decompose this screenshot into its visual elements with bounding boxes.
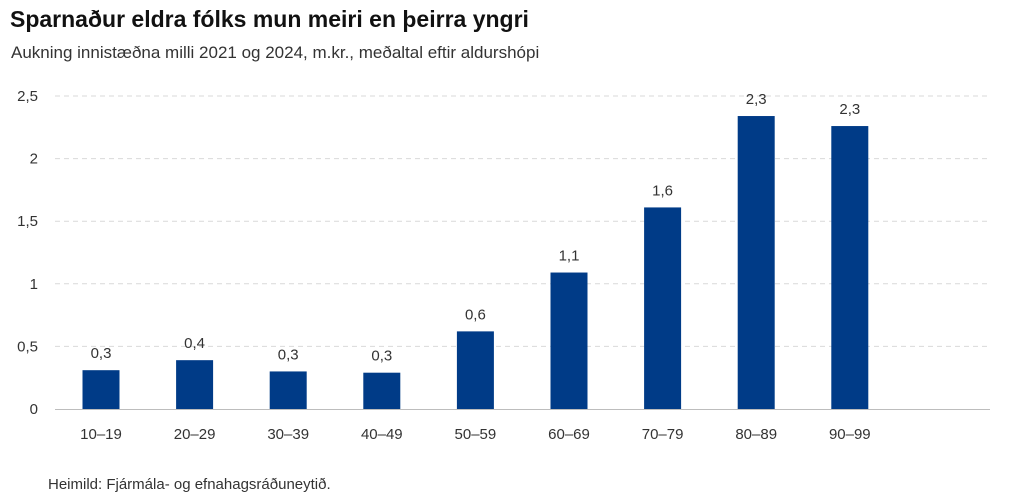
data-label: 0,3 — [91, 345, 112, 362]
x-tick-label: 30–39 — [267, 426, 309, 443]
bar — [269, 371, 307, 409]
chart-subtitle: Aukning innistæðna milli 2021 og 2024, m… — [11, 43, 540, 62]
chart-title: Sparnaður eldra fólks mun meiri en þeirr… — [10, 6, 529, 32]
data-label: 2,3 — [746, 91, 767, 108]
data-label: 0,6 — [465, 306, 486, 323]
x-tick-label: 10–19 — [80, 426, 122, 443]
data-label: 0,4 — [184, 335, 205, 352]
bar — [737, 116, 775, 410]
source-note: Heimild: Fjármála- og efnahagsráðuneytið… — [48, 476, 331, 493]
y-tick-label: 0,5 — [17, 338, 38, 355]
y-tick-label: 1 — [30, 276, 38, 293]
data-label: 1,6 — [652, 182, 673, 199]
bar — [550, 272, 588, 409]
bar — [644, 207, 682, 409]
bar — [831, 126, 869, 409]
bar — [363, 372, 401, 409]
y-tick-label: 2 — [30, 151, 38, 168]
x-tick-label: 70–79 — [642, 426, 684, 443]
x-axis-ticks: 10–19 20–29 30–39 40–49 50–59 60–69 70–79 80–89… — [80, 426, 871, 443]
gridlines — [55, 95, 990, 347]
data-label: 1,1 — [559, 248, 580, 265]
y-tick-label: 1,5 — [17, 213, 38, 230]
y-tick-label: 2,5 — [17, 88, 38, 105]
bar — [456, 331, 494, 409]
bar — [82, 370, 120, 409]
x-tick-label: 50–59 — [455, 426, 497, 443]
data-label: 2,3 — [839, 101, 860, 118]
y-tick-label: 0 — [30, 401, 38, 418]
x-tick-label: 80–89 — [735, 426, 777, 443]
data-labels: 0,3 0,4 0,3 0,3 0,6 1,1 1,6 2,3 2,3 — [91, 91, 861, 365]
x-tick-label: 90–99 — [829, 426, 871, 443]
bars — [82, 116, 869, 410]
data-label: 0,3 — [371, 348, 392, 365]
x-tick-label: 40–49 — [361, 426, 403, 443]
bar — [176, 360, 214, 409]
x-tick-label: 60–69 — [548, 426, 590, 443]
data-label: 0,3 — [278, 346, 299, 363]
x-tick-label: 20–29 — [174, 426, 216, 443]
y-axis-ticks: 0 0,5 1 1,5 2 2,5 — [17, 88, 38, 418]
